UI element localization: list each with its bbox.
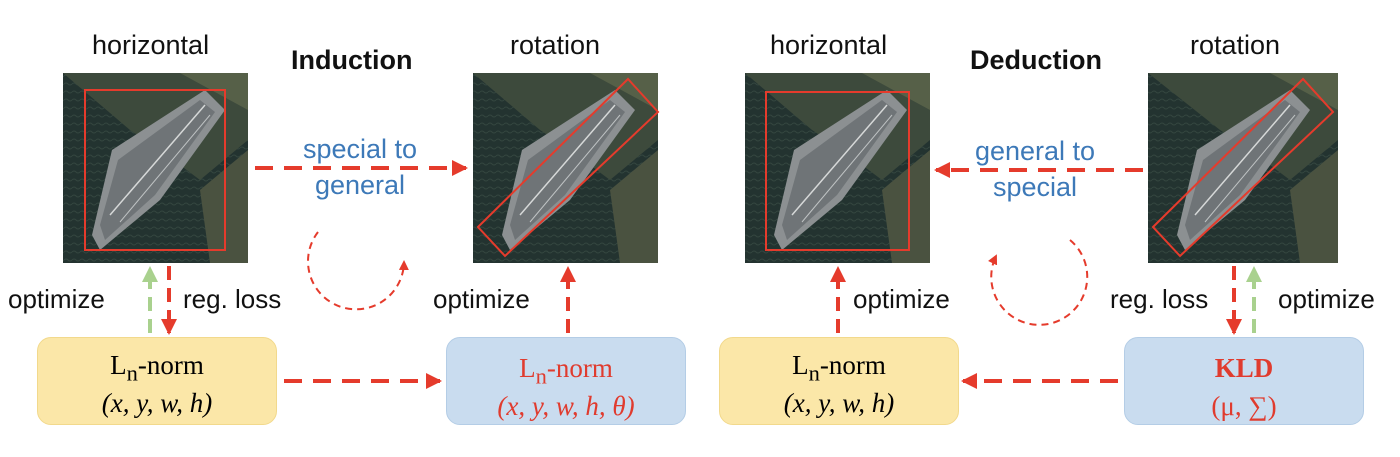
text-general-to-special: general to special [955, 133, 1115, 205]
aerial-image-deduction-horizontal [745, 73, 930, 263]
ln-base: L [792, 350, 809, 380]
ln-rest: -norm [137, 350, 204, 380]
text-general-to-special-line1: general to [974, 136, 1096, 166]
aerial-image-induction-rotation [473, 73, 660, 263]
box-ln-norm-rotation-params: (x, y, w, h, θ) [497, 391, 635, 421]
box-kld-params: (μ, ∑) [1211, 391, 1277, 421]
cycle-arrow-deduction [988, 239, 1089, 326]
text-special-to-general-line2: general [314, 170, 406, 200]
label-reg-loss-deduction: reg. loss [1110, 284, 1209, 314]
box-ln-norm-deduction: Ln-norm (x, y, w, h) [719, 337, 959, 425]
box-ln-norm-rotation: Ln-norm (x, y, w, h, θ) [446, 337, 686, 425]
ln-sub: n [808, 360, 820, 386]
label-optimize-induction-right: optimize [433, 284, 530, 314]
label-optimize-induction-left: optimize [8, 284, 105, 314]
title-induction: Induction [291, 45, 413, 75]
aerial-image-deduction-rotation [1148, 73, 1338, 263]
box-ln-norm-induction: Ln-norm (x, y, w, h) [37, 337, 277, 425]
cycle-arrow-induction [307, 231, 409, 311]
box-ln-norm-deduction-title: Ln-norm [720, 350, 958, 386]
label-optimize-deduction-left: optimize [853, 284, 950, 314]
ln-rest: -norm [546, 353, 613, 383]
ln-base: L [110, 350, 127, 380]
box-ln-norm-induction-params: (x, y, w, h) [101, 388, 213, 418]
label-horizontal-deduction: horizontal [770, 30, 888, 60]
label-rotation-induction: rotation [510, 30, 601, 60]
box-ln-norm-rotation-title: Ln-norm [447, 350, 685, 394]
ln-sub: n [535, 363, 547, 389]
label-reg-loss-induction: reg. loss [183, 284, 282, 314]
ln-rest: -norm [819, 350, 886, 380]
aerial-image-induction-horizontal [63, 73, 248, 263]
text-special-to-general: special to general [280, 131, 440, 203]
box-kld-title: KLD [1214, 353, 1274, 383]
ln-base: L [519, 353, 536, 383]
label-optimize-deduction-right: optimize [1278, 284, 1375, 314]
box-ln-norm-induction-title: Ln-norm [38, 350, 276, 386]
box-ln-norm-deduction-params: (x, y, w, h) [783, 388, 895, 418]
text-general-to-special-line2: special [992, 172, 1078, 202]
label-rotation-deduction: rotation [1190, 30, 1281, 60]
box-kld: KLD (μ, ∑) [1124, 337, 1364, 425]
ln-sub: n [126, 360, 138, 386]
title-deduction: Deduction [970, 45, 1102, 75]
label-horizontal-induction: horizontal [92, 30, 210, 60]
text-special-to-general-line1: special to [302, 134, 418, 164]
